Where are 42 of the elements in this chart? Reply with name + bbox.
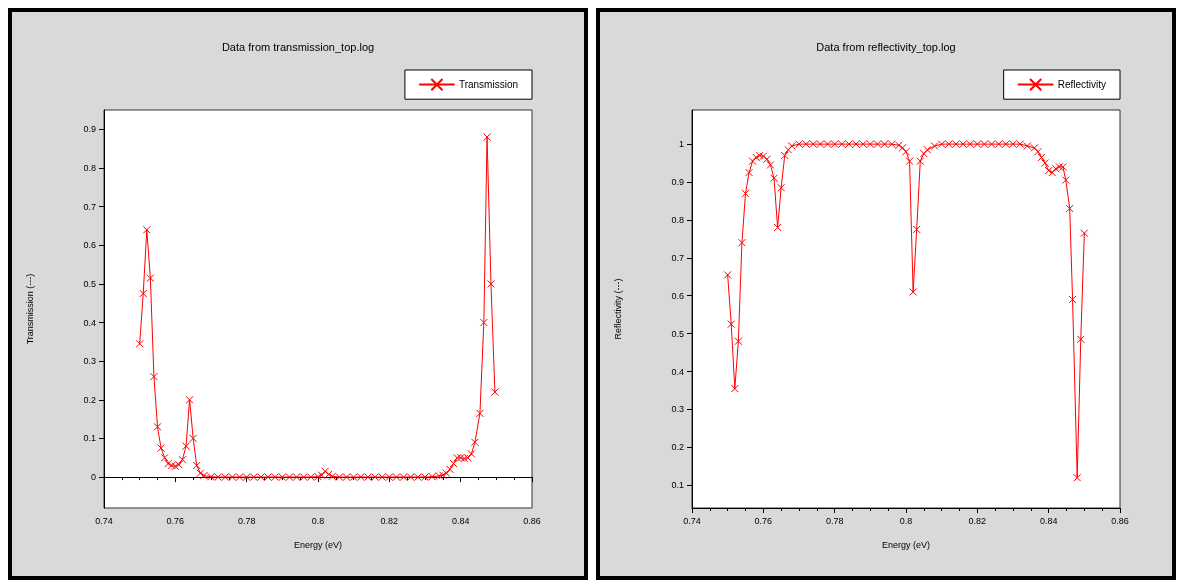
x-tick-label: 0.84 — [451, 515, 470, 526]
x-tick-label: 0.86 — [1111, 515, 1129, 526]
y-tick-label: 0.3 — [671, 404, 684, 415]
y-tick-label: 0.6 — [83, 240, 96, 251]
y-tick-label: 0.2 — [83, 394, 96, 405]
legend-label: Reflectivity — [1057, 79, 1107, 91]
y-tick-label: 0.3 — [83, 356, 96, 367]
chart-title: Data from transmission_top.log — [221, 40, 375, 53]
y-tick-label: 0.7 — [83, 201, 96, 212]
y-tick-label: 0.4 — [83, 317, 96, 328]
x-tick-label: 0.82 — [968, 515, 987, 526]
y-tick-label: 0.8 — [671, 214, 684, 225]
legend-label: Transmission — [458, 79, 519, 91]
y-tick-label: 0.6 — [671, 290, 684, 301]
x-tick-label: 0.86 — [523, 515, 541, 526]
x-tick-label: 0.74 — [95, 515, 113, 526]
y-tick-label: 0 — [90, 472, 96, 483]
x-tick-label: 0.78 — [237, 515, 256, 526]
y-tick-label: 0.4 — [671, 366, 684, 377]
y-tick-label: 0.8 — [83, 162, 96, 173]
x-tick-label: 0.74 — [683, 515, 701, 526]
y-axis-title: Reflectivity (---) — [612, 278, 623, 340]
y-tick-label: 0.7 — [671, 252, 684, 263]
y-tick-label: 0.9 — [671, 177, 684, 188]
y-tick-label: 0.1 — [83, 433, 96, 444]
x-tick-label: 0.76 — [166, 515, 185, 526]
y-tick-label: 1 — [678, 139, 684, 150]
y-tick-label: 0.5 — [671, 328, 684, 339]
y-tick-label: 0.2 — [671, 442, 684, 453]
x-tick-label: 0.78 — [825, 515, 844, 526]
y-tick-label: 0.9 — [83, 124, 96, 135]
y-tick-label: 0.5 — [83, 278, 96, 289]
y-axis-title: Transmission (---) — [24, 273, 35, 345]
x-tick-label: 0.84 — [1039, 515, 1058, 526]
chart-title: Data from reflectivity_top.log — [816, 40, 956, 53]
x-axis-title: Energy (eV) — [881, 539, 931, 550]
x-tick-label: 0.8 — [899, 515, 913, 526]
x-axis-title: Energy (eV) — [293, 539, 343, 550]
x-tick-label: 0.8 — [311, 515, 325, 526]
x-tick-label: 0.82 — [380, 515, 399, 526]
y-tick-label: 0.1 — [671, 480, 684, 491]
x-tick-label: 0.76 — [754, 515, 773, 526]
